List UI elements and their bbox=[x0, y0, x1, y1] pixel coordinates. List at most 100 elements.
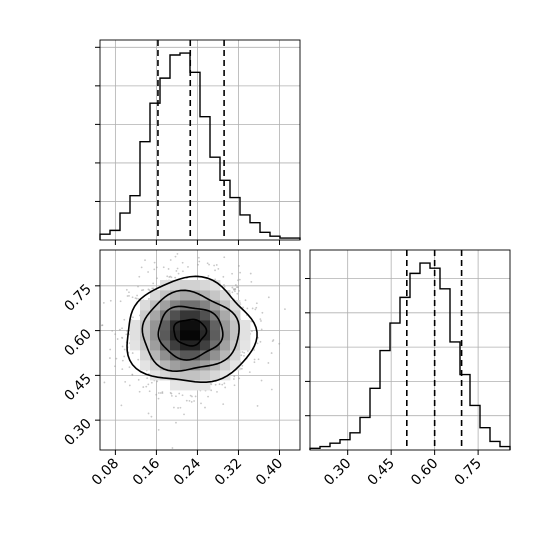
density-cell bbox=[240, 340, 251, 351]
density-cell bbox=[200, 370, 211, 381]
y-tick-label: 0.30 bbox=[61, 416, 94, 449]
scatter-point bbox=[238, 289, 240, 292]
density-cell bbox=[200, 380, 211, 391]
scatter-point bbox=[223, 382, 226, 385]
scatter-point bbox=[197, 256, 200, 259]
density-cell bbox=[190, 290, 201, 301]
scatter-point bbox=[120, 404, 123, 407]
scatter-point bbox=[137, 378, 140, 381]
scatter-point bbox=[231, 272, 233, 275]
scatter-point bbox=[134, 297, 137, 300]
scatter-point bbox=[217, 267, 220, 270]
scatter-point bbox=[241, 367, 243, 370]
scatter-point bbox=[213, 264, 216, 267]
density-cell bbox=[220, 310, 231, 321]
density-cell bbox=[200, 280, 211, 291]
scatter-point bbox=[177, 272, 180, 275]
scatter-point bbox=[147, 412, 150, 415]
density-cell bbox=[140, 330, 151, 341]
scatter-point bbox=[253, 358, 256, 361]
scatter-point bbox=[260, 379, 263, 382]
density-cell bbox=[200, 310, 211, 321]
scatter-point bbox=[255, 306, 258, 309]
joint-content bbox=[100, 252, 286, 449]
scatter-point bbox=[267, 362, 270, 364]
density-cell bbox=[150, 350, 161, 361]
scatter-point bbox=[121, 327, 123, 330]
x-tick-label: 0.75 bbox=[452, 456, 485, 489]
density-cell bbox=[200, 340, 211, 351]
scatter-point bbox=[259, 340, 262, 343]
scatter-point bbox=[144, 259, 146, 262]
scatter-point bbox=[170, 276, 173, 279]
scatter-point bbox=[153, 261, 156, 264]
scatter-point bbox=[216, 391, 218, 393]
scatter-point bbox=[246, 350, 249, 352]
scatter-point bbox=[208, 263, 210, 266]
scatter-point bbox=[253, 361, 256, 364]
scatter-point bbox=[156, 380, 159, 383]
scatter-point bbox=[243, 351, 246, 354]
scatter-point bbox=[109, 348, 112, 351]
density-cell bbox=[170, 290, 181, 301]
scatter-point bbox=[261, 311, 264, 314]
scatter-point bbox=[161, 391, 164, 393]
scatter-point bbox=[123, 348, 126, 351]
scatter-point bbox=[125, 333, 128, 336]
scatter-point bbox=[166, 275, 169, 278]
scatter-point bbox=[169, 391, 172, 394]
scatter-point bbox=[240, 354, 243, 357]
scatter-point bbox=[210, 383, 213, 386]
scatter-point bbox=[214, 269, 216, 272]
scatter-point bbox=[135, 297, 138, 300]
scatter-point bbox=[210, 389, 213, 392]
density-cell bbox=[150, 310, 161, 321]
scatter-point bbox=[116, 338, 119, 340]
scatter-point bbox=[200, 402, 202, 405]
density-cell bbox=[150, 290, 161, 301]
density-cell bbox=[130, 320, 141, 331]
density-cell bbox=[160, 360, 171, 371]
density-cell bbox=[220, 300, 231, 311]
x-tick-label: 0.45 bbox=[365, 456, 398, 489]
scatter-point bbox=[147, 298, 150, 300]
scatter-point bbox=[234, 290, 236, 293]
scatter-point bbox=[218, 383, 221, 386]
scatter-point bbox=[270, 352, 273, 354]
scatter-point bbox=[179, 406, 182, 409]
scatter-point bbox=[128, 384, 131, 387]
scatter-point bbox=[152, 282, 155, 285]
density-cell bbox=[170, 300, 181, 311]
scatter-point bbox=[157, 428, 160, 431]
scatter-point bbox=[255, 302, 258, 305]
scatter-point bbox=[125, 288, 128, 291]
panel-frame bbox=[99, 39, 301, 241]
scatter-point bbox=[194, 395, 197, 398]
density-cell bbox=[190, 300, 201, 311]
density-cell bbox=[180, 280, 191, 291]
density-cell bbox=[140, 320, 151, 331]
scatter-point bbox=[151, 287, 154, 290]
density-cell bbox=[210, 300, 221, 311]
scatter-point bbox=[109, 299, 112, 302]
scatter-point bbox=[271, 340, 274, 343]
density-cell bbox=[200, 290, 211, 301]
density-cell bbox=[210, 280, 221, 291]
scatter-point bbox=[121, 345, 124, 348]
scatter-point bbox=[243, 354, 245, 357]
scatter-point bbox=[250, 280, 253, 283]
scatter-point bbox=[145, 385, 148, 388]
scatter-point bbox=[136, 294, 138, 297]
density-cell bbox=[150, 360, 161, 371]
scatter-point bbox=[157, 392, 160, 394]
scatter-point bbox=[214, 383, 217, 386]
scatter-point bbox=[137, 285, 139, 288]
density-cell bbox=[190, 320, 201, 331]
density-cell bbox=[170, 380, 181, 391]
scatter-point bbox=[174, 276, 177, 279]
scatter-point bbox=[237, 279, 239, 282]
marginal-histogram-y: 0.30 0.45 0.60 0.75 bbox=[305, 249, 511, 489]
scatter-point bbox=[267, 296, 270, 299]
scatter-point bbox=[121, 336, 123, 339]
scatter-point bbox=[215, 264, 218, 266]
